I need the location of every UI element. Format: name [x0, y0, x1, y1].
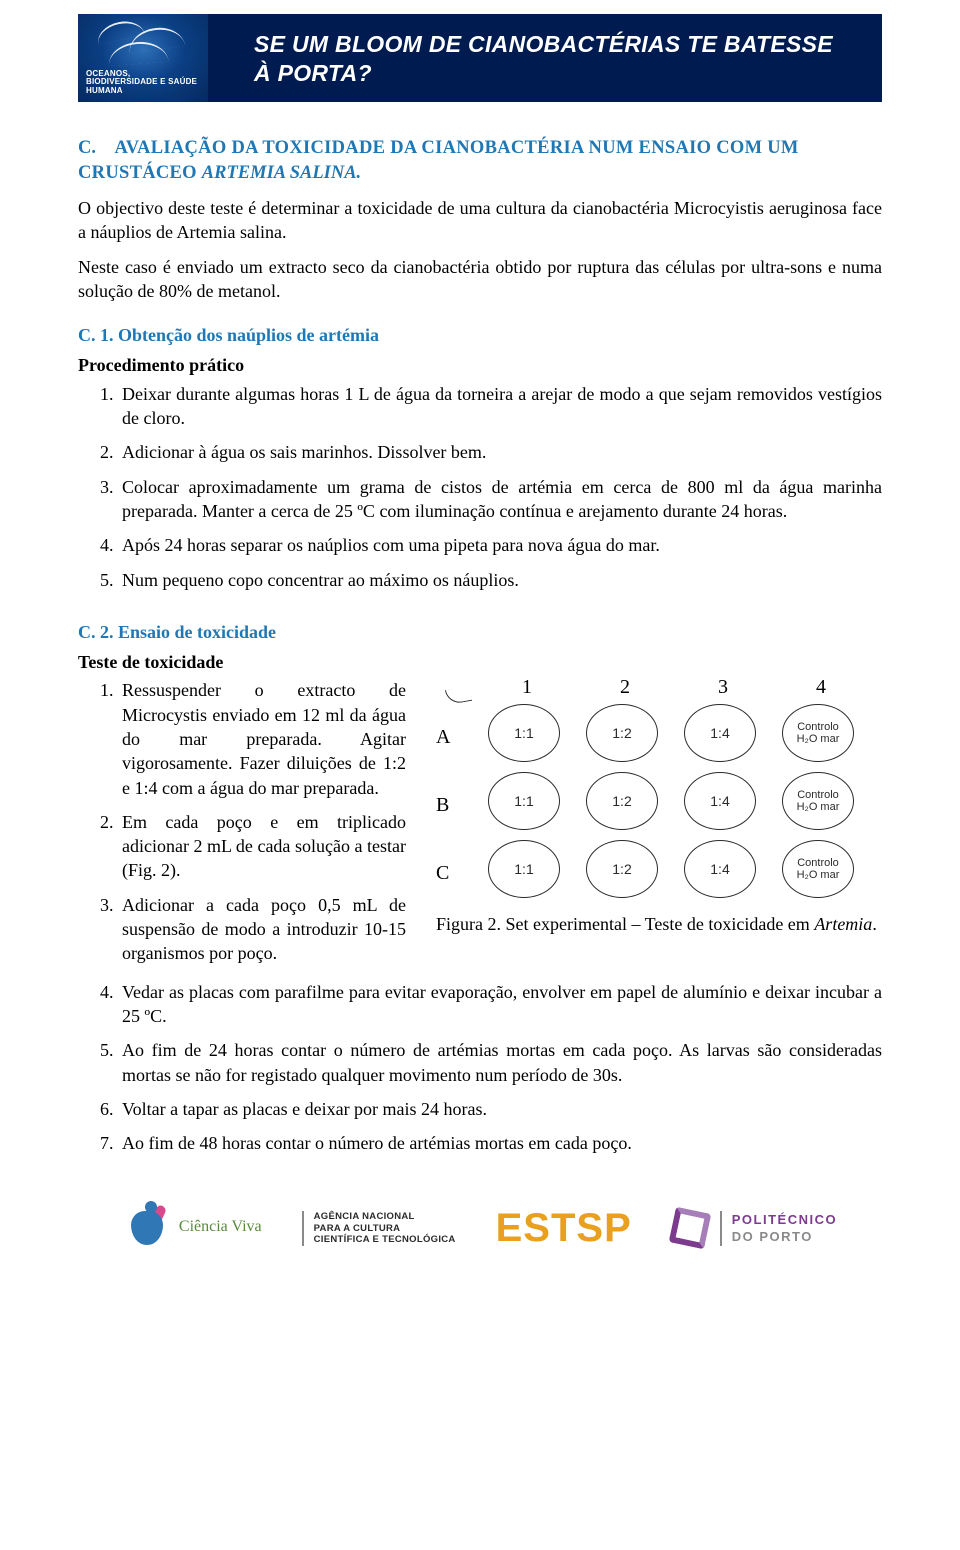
banner-logo-icon: OCEANOS, BIODIVERSIDADE E SAÚDE HUMANA [78, 14, 208, 102]
figure-2-caption-text: Figura 2. Set experimental – Teste de to… [436, 914, 814, 934]
c2-step-5: Ao fim de 24 horas contar o número de ar… [118, 1038, 882, 1087]
c2-step-4: Vedar as placas com parafilme para evita… [118, 980, 882, 1029]
procedure-label-1: Procedimento prático [78, 353, 882, 377]
well-c4-l2: H₂O mar [797, 869, 840, 881]
c1-steps-list: Deixar durante algumas horas 1 L de água… [78, 382, 882, 592]
well-c2: 1:2 [586, 840, 658, 898]
politecnico-text: POLITÉCNICO DO PORTO [720, 1211, 837, 1246]
well-a4-l1: Controlo [797, 721, 840, 733]
well-c3: 1:4 [684, 840, 756, 898]
c2-steps-left: Ressuspender o extracto de Microcystis e… [78, 678, 406, 965]
plate-row-b: B [436, 792, 449, 819]
plate-row-c: C [436, 860, 449, 887]
anct-line2: PARA A CULTURA [314, 1223, 401, 1234]
c2-step-7: Ao fim de 48 horas contar o número de ar… [118, 1131, 882, 1155]
politecnico-line1: POLITÉCNICO [732, 1212, 837, 1227]
section-c-title-tail: ARTEMIA SALINA. [202, 163, 361, 183]
well-b4-l2: H₂O mar [797, 801, 840, 813]
plate-tick-icon [446, 678, 472, 698]
c1-step-2: Adicionar à água os sais marinhos. Disso… [118, 440, 882, 464]
ciencia-viva-logo: Ciência Viva [123, 1199, 262, 1257]
section-c-para-1: O objectivo deste teste é determinar a t… [78, 196, 882, 245]
well-b2: 1:2 [586, 772, 658, 830]
anct-line3: CIENTÍFICA E TECNOLÓGICA [314, 1234, 456, 1245]
well-a4: ControloH₂O mar [782, 704, 854, 762]
figure-2-caption: Figura 2. Set experimental – Teste de to… [436, 912, 882, 936]
politecnico-block: POLITÉCNICO DO PORTO [672, 1210, 837, 1246]
well-c4-l1: Controlo [797, 857, 840, 869]
figure-2-caption-italic: Artemia [814, 914, 872, 934]
politecnico-icon [668, 1207, 711, 1250]
well-b3: 1:4 [684, 772, 756, 830]
ciencia-viva-text: Ciência Viva [179, 1216, 262, 1238]
section-c1-heading: C. 1. Obtenção dos naúplios de artémia [78, 323, 882, 347]
anct-line1: AGÊNCIA NACIONAL [314, 1211, 415, 1222]
banner-title-line2: À PORTA? [254, 60, 372, 86]
ciencia-viva-icon [123, 1199, 169, 1257]
well-b4-l1: Controlo [797, 789, 840, 801]
anct-block: AGÊNCIA NACIONAL PARA A CULTURA CIENTÍFI… [302, 1211, 456, 1247]
c2-step-6: Voltar a tapar as placas e deixar por ma… [118, 1097, 882, 1121]
c2-step-3: Adicionar a cada poço 0,5 mL de suspensã… [118, 893, 406, 966]
plate-col-3: 3 [718, 674, 728, 701]
well-c1: 1:1 [488, 840, 560, 898]
c2-steps-full: Vedar as placas com parafilme para evita… [78, 980, 882, 1156]
estsp-logo: ESTSP [496, 1201, 632, 1255]
politecnico-line2: DO PORTO [732, 1229, 813, 1244]
section-c-heading: C. AVALIAÇÃO DA TOXICIDADE DA CIANOBACTÉ… [78, 136, 882, 186]
c2-two-column: Ressuspender o extracto de Microcystis e… [78, 674, 882, 975]
well-b4: ControloH₂O mar [782, 772, 854, 830]
plate-col-4: 4 [816, 674, 826, 701]
c1-step-5: Num pequeno copo concentrar ao máximo os… [118, 568, 882, 592]
section-c2-heading: C. 2. Ensaio de toxicidade [78, 620, 882, 644]
c1-step-4: Após 24 horas separar os naúplios com um… [118, 533, 882, 557]
well-a2: 1:2 [586, 704, 658, 762]
c1-step-3: Colocar aproximadamente um grama de cist… [118, 475, 882, 524]
c2-step-2: Em cada poço e em triplicado adicionar 2… [118, 810, 406, 883]
well-c4: ControloH₂O mar [782, 840, 854, 898]
well-a1: 1:1 [488, 704, 560, 762]
section-c-prefix: C. [78, 138, 96, 158]
figure-2-caption-end: . [872, 914, 877, 934]
footer-logos: Ciência Viva AGÊNCIA NACIONAL PARA A CUL… [78, 1199, 882, 1257]
banner-logo-text: OCEANOS, BIODIVERSIDADE E SAÚDE HUMANA [86, 70, 202, 96]
well-b1: 1:1 [488, 772, 560, 830]
document-content: C. AVALIAÇÃO DA TOXICIDADE DA CIANOBACTÉ… [78, 102, 882, 1155]
banner-title-line1: SE UM BLOOM DE CIANOBACTÉRIAS TE BATESSE [254, 31, 833, 57]
well-a3: 1:4 [684, 704, 756, 762]
plate-col-2: 2 [620, 674, 630, 701]
ciencia-viva-label: Ciência Viva [179, 1218, 262, 1235]
figure-2-plate: 1 2 3 4 A B C 1:1 1:2 1:4 ControloH₂O m [436, 674, 882, 904]
header-banner: OCEANOS, BIODIVERSIDADE E SAÚDE HUMANA S… [78, 14, 882, 102]
c1-step-1: Deixar durante algumas horas 1 L de água… [118, 382, 882, 431]
c2-step-1: Ressuspender o extracto de Microcystis e… [118, 678, 406, 799]
well-a4-l2: H₂O mar [797, 733, 840, 745]
test-label: Teste de toxicidade [78, 650, 882, 674]
banner-title: SE UM BLOOM DE CIANOBACTÉRIAS TE BATESSE… [208, 14, 882, 102]
plate-row-a: A [436, 724, 450, 751]
section-c-title-caps: AVALIAÇÃO DA TOXICIDADE DA CIANOBACTÉRIA… [78, 138, 799, 183]
section-c-para-2: Neste caso é enviado um extracto seco da… [78, 255, 882, 304]
plate-col-1: 1 [522, 674, 532, 701]
